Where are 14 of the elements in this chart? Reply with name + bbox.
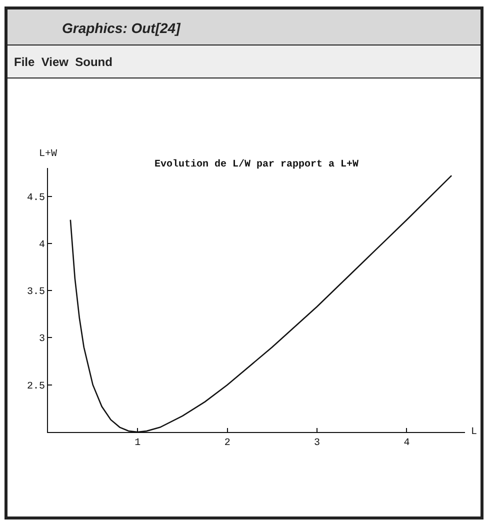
x-tick-label: 2 [224,438,230,449]
y-tick-label: 2.5 [26,381,45,392]
x-tick-label: 1 [134,438,141,449]
x-tick-label: 4 [404,438,410,449]
chart-title: Evolution de L/W par rapport a L+W [154,158,359,170]
y-tick-label: 3 [38,334,45,346]
text: File View Sound [14,55,112,69]
y-tick-label: 3.5 [26,287,45,298]
x-axis-title: L [471,427,478,438]
y-tick-label: 4 [38,240,45,251]
text: Graphics: Out[24] [62,20,182,36]
y-axis-title: L+W [39,149,58,160]
y-tick-label: 4.5 [26,192,45,204]
x-tick-label: 3 [314,438,320,449]
